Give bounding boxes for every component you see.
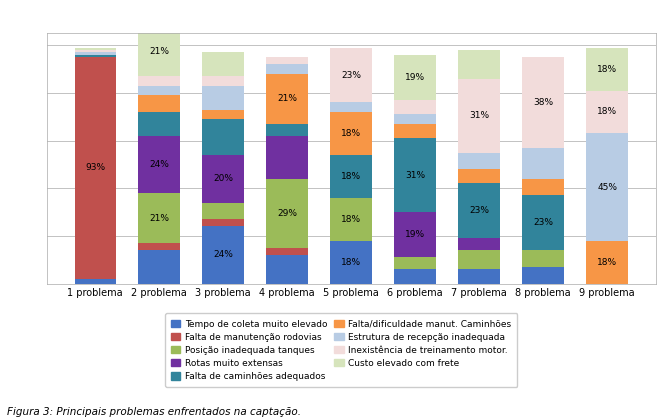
Bar xyxy=(586,90,628,133)
Text: 18%: 18% xyxy=(597,258,617,266)
Bar xyxy=(138,26,180,76)
Bar xyxy=(203,155,244,203)
Bar xyxy=(586,48,628,90)
Bar xyxy=(74,53,116,55)
Bar xyxy=(203,53,244,76)
Bar xyxy=(138,193,180,243)
Bar xyxy=(395,269,436,284)
Bar xyxy=(458,183,500,238)
Bar xyxy=(458,79,500,153)
Bar xyxy=(395,100,436,114)
Bar xyxy=(395,212,436,257)
Bar xyxy=(458,269,500,284)
Bar xyxy=(395,257,436,269)
Bar xyxy=(138,86,180,95)
Bar xyxy=(522,57,564,148)
Bar xyxy=(395,55,436,100)
Text: 18%: 18% xyxy=(597,65,617,74)
Bar xyxy=(138,112,180,136)
Bar xyxy=(74,57,116,279)
Bar xyxy=(266,64,308,74)
Text: 23%: 23% xyxy=(469,206,489,216)
Bar xyxy=(266,136,308,179)
Text: 20%: 20% xyxy=(213,174,233,183)
Bar xyxy=(203,86,244,110)
Bar xyxy=(395,114,436,124)
Text: 38%: 38% xyxy=(533,98,553,107)
Bar xyxy=(458,50,500,79)
Bar xyxy=(458,250,500,269)
Text: 19%: 19% xyxy=(405,73,425,82)
Bar xyxy=(74,50,116,53)
Bar xyxy=(203,76,244,86)
Text: 18%: 18% xyxy=(341,215,361,224)
Text: 23%: 23% xyxy=(341,70,361,80)
Bar xyxy=(522,250,564,267)
Bar xyxy=(74,55,116,57)
Bar xyxy=(203,226,244,284)
Bar xyxy=(458,153,500,169)
Bar xyxy=(522,179,564,196)
Bar xyxy=(74,279,116,284)
Bar xyxy=(330,103,372,112)
Text: 31%: 31% xyxy=(405,171,425,180)
Text: 18%: 18% xyxy=(341,172,361,181)
Bar xyxy=(138,136,180,193)
Bar xyxy=(138,250,180,284)
Text: 18%: 18% xyxy=(341,129,361,138)
Text: 31%: 31% xyxy=(469,111,489,120)
Text: 21%: 21% xyxy=(149,214,169,223)
Text: 21%: 21% xyxy=(149,47,169,56)
Text: 18%: 18% xyxy=(341,258,361,266)
Bar xyxy=(458,169,500,183)
Bar xyxy=(266,124,308,136)
Bar xyxy=(522,196,564,250)
Bar xyxy=(330,241,372,284)
Text: 21%: 21% xyxy=(277,94,297,103)
Text: 19%: 19% xyxy=(405,230,425,239)
Bar xyxy=(395,138,436,212)
Text: 18%: 18% xyxy=(597,108,617,116)
Bar xyxy=(266,255,308,284)
Bar xyxy=(522,148,564,179)
Text: 24%: 24% xyxy=(149,160,169,169)
Bar xyxy=(266,248,308,255)
Bar xyxy=(330,112,372,155)
Bar xyxy=(586,241,628,284)
Text: 93%: 93% xyxy=(85,163,105,173)
Bar xyxy=(266,57,308,64)
Bar xyxy=(203,119,244,155)
Bar xyxy=(330,198,372,241)
Bar xyxy=(266,179,308,248)
Bar xyxy=(266,74,308,124)
Bar xyxy=(74,48,116,50)
Bar xyxy=(138,243,180,250)
Bar xyxy=(203,219,244,226)
Bar xyxy=(586,133,628,241)
Bar xyxy=(395,124,436,138)
Bar xyxy=(330,155,372,198)
Legend: Tempo de coleta muito elevado, Falta de manutenção rodovias, Posição inadequada : Tempo de coleta muito elevado, Falta de … xyxy=(165,313,518,387)
Bar xyxy=(458,238,500,250)
Text: Figura 3: Principais problemas enfrentados na captação.: Figura 3: Principais problemas enfrentad… xyxy=(7,407,300,417)
Bar xyxy=(330,48,372,103)
Text: 45%: 45% xyxy=(597,183,617,191)
Bar xyxy=(203,110,244,119)
Text: 24%: 24% xyxy=(213,251,233,259)
Text: 29%: 29% xyxy=(277,209,297,218)
Text: 23%: 23% xyxy=(533,218,553,227)
Bar xyxy=(522,267,564,284)
Bar xyxy=(203,203,244,219)
Bar xyxy=(138,95,180,112)
Bar xyxy=(138,76,180,86)
